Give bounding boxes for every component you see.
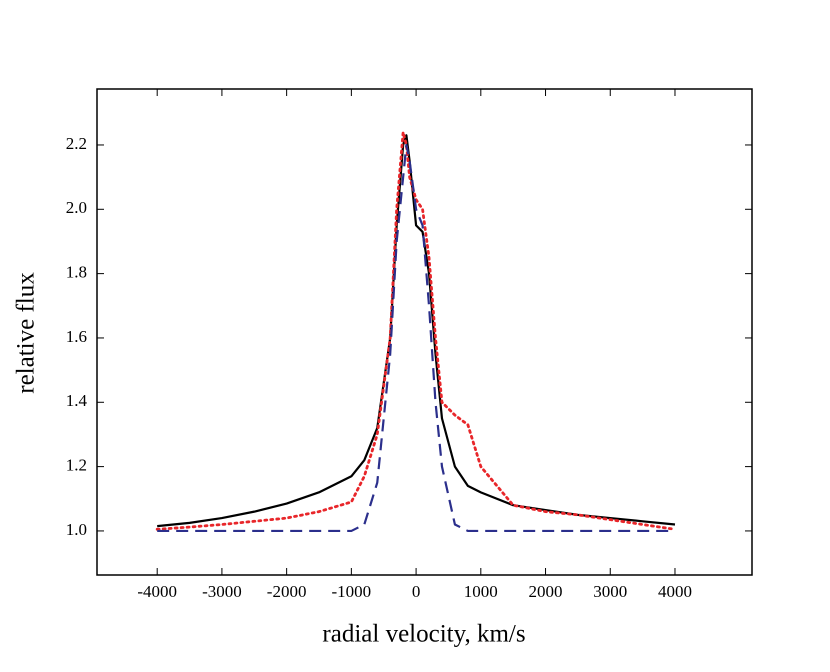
y-tick-label: 1.2 xyxy=(66,456,87,475)
y-tick-label: 1.6 xyxy=(66,327,87,346)
y-tick-label: 1.8 xyxy=(66,263,87,282)
x-tick-label: -2000 xyxy=(267,582,307,601)
line-series xyxy=(157,143,675,533)
x-tick-label: -4000 xyxy=(137,582,177,601)
y-tick-label: 1.4 xyxy=(66,391,88,410)
line-series xyxy=(155,130,677,531)
x-tick-label: 4000 xyxy=(658,582,692,601)
y-tick-label: 2.0 xyxy=(66,198,87,217)
x-tick-label: 3000 xyxy=(593,582,627,601)
x-tick-label: -1000 xyxy=(332,582,372,601)
x-tick-label: 1000 xyxy=(464,582,498,601)
line-series xyxy=(157,134,676,528)
x-tick-label: -3000 xyxy=(202,582,242,601)
x-axis-label: radial velocity, km/s xyxy=(322,621,525,648)
y-tick-label: 1.0 xyxy=(66,520,87,539)
y-axis-label: relative flux xyxy=(13,272,40,394)
x-tick-label: 2000 xyxy=(529,582,563,601)
plot-frame xyxy=(96,88,753,576)
y-tick-label: 2.2 xyxy=(66,134,87,153)
x-tick-label: 0 xyxy=(412,582,421,601)
